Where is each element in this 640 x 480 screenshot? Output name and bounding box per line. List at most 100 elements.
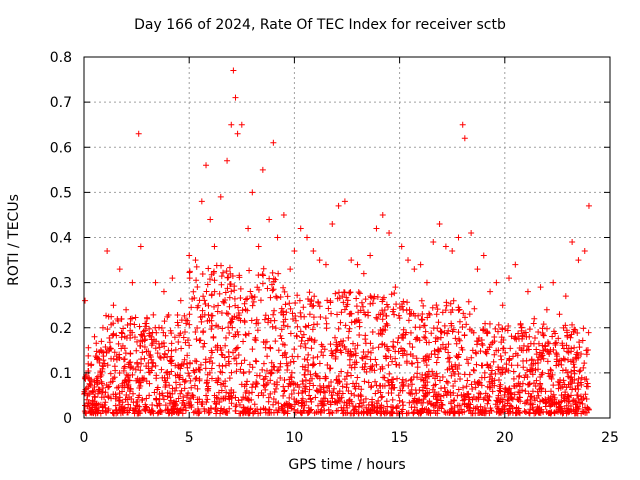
data-point [396,362,403,369]
data-point [558,398,565,405]
data-point [379,365,386,372]
data-point [235,352,242,359]
data-point [287,266,294,273]
data-point [175,364,182,371]
data-point [294,323,301,330]
data-point [101,360,108,367]
data-point [182,404,189,411]
data-point [426,354,433,361]
data-point [362,395,369,402]
data-point [108,395,115,402]
data-point [406,399,413,406]
data-point [539,352,546,359]
data-point [373,361,380,368]
data-point [315,299,322,306]
data-point [460,384,467,391]
data-point [338,394,345,401]
data-point [168,340,175,347]
data-point [278,326,285,333]
data-point [241,357,248,364]
data-point [207,405,214,412]
data-point [233,314,240,321]
data-point [96,359,103,366]
data-point [444,366,451,373]
data-point [297,309,304,316]
data-point [448,399,455,405]
data-point [244,295,251,302]
data-point [144,315,151,322]
data-point [461,371,468,378]
data-point [487,407,494,414]
data-point [423,405,430,412]
data-point [204,386,211,393]
data-point [232,346,239,353]
data-point [222,297,229,304]
data-point [468,327,475,334]
data-point [204,318,211,325]
data-point [313,387,320,394]
data-point [147,369,154,376]
data-point [310,382,317,389]
data-point [574,330,581,337]
data-point [193,375,200,382]
data-point [416,337,423,344]
data-point [329,350,336,357]
data-point [335,202,342,209]
data-point [222,362,229,369]
data-point [119,388,126,395]
data-point [516,372,523,379]
axis-ticks: 0 5 10 15 20 25 0 0.1 0.2 0.3 0.4 0.5 0.6 0.7 0.8 [50,50,619,446]
data-point [564,329,571,336]
data-point [436,220,443,227]
data-point [102,344,109,351]
data-point [412,324,419,331]
data-point [321,407,328,414]
data-point [425,368,432,375]
data-point [413,355,420,362]
data-point [156,396,163,403]
data-point [398,334,405,341]
data-point [299,378,306,385]
data-point [85,352,92,359]
data-point [93,348,100,355]
data-point [399,376,406,383]
data-point [237,366,244,373]
data-point [367,252,374,259]
data-point [556,379,563,386]
data-point [219,325,226,332]
data-point [269,269,276,276]
data-point [116,401,123,408]
data-point [275,367,282,374]
data-point [581,248,588,255]
data-point [94,373,101,380]
data-point [374,405,381,412]
data-point [359,355,366,362]
data-point [237,295,244,302]
data-point [135,379,142,386]
data-point [248,317,255,324]
data-point [110,302,117,309]
data-point [228,369,235,376]
data-point [460,310,467,317]
data-point [164,407,171,414]
data-point [186,321,193,328]
data-point [111,374,118,381]
data-point [548,388,555,395]
data-point [287,359,294,366]
data-point [506,385,513,392]
data-point [268,359,275,366]
data-point [243,381,250,388]
data-point [502,326,509,333]
data-point [372,356,379,363]
data-point [86,391,93,398]
data-point [359,303,366,310]
data-point [173,384,180,391]
data-point [157,354,164,361]
data-point [531,315,538,322]
data-point [576,368,583,375]
data-point [485,364,492,371]
data-point [216,290,223,297]
data-point [114,315,121,322]
y-tick-label: 0.4 [50,231,72,247]
data-point [406,310,413,317]
